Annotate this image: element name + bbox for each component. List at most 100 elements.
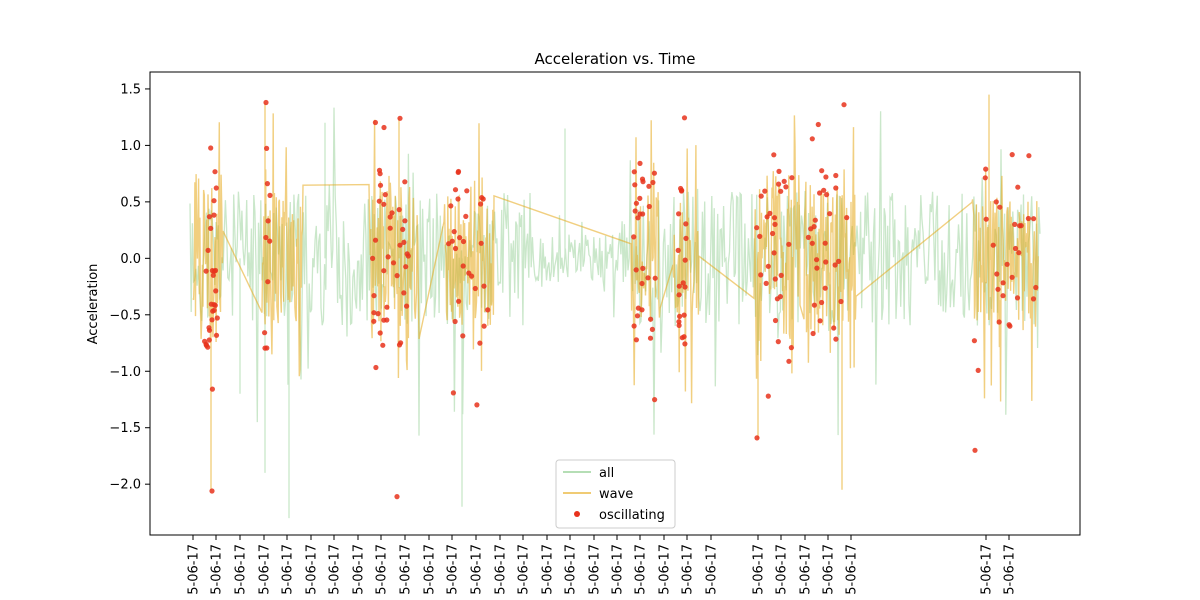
oscillating-point [648,316,654,322]
oscillating-point [478,240,484,246]
oscillating-point [776,181,782,187]
oscillating-point [381,317,387,323]
oscillating-point [384,304,390,310]
oscillating-point [478,201,484,207]
oscillating-point [682,341,688,347]
oscillating-point [678,185,684,192]
oscillating-point [208,225,214,231]
x-tick-label: 5-06-17 [258,544,273,595]
plot-frame [149,71,1081,536]
oscillating-point [841,102,847,108]
oscillating-point [397,242,403,248]
x-tick-label: 5-06-17 [845,544,860,595]
oscillating-point [464,188,470,194]
oscillating-point [463,213,469,219]
oscillating-point [390,260,397,266]
legend-label-wave: wave [599,487,633,502]
oscillating-point [381,201,387,207]
x-tick-label: 5-06-17 [470,544,485,595]
oscillating-point [652,275,658,281]
oscillating-point [376,198,382,204]
legend-label-oscillating: oscillating [599,508,665,523]
all-line [189,107,1041,519]
oscillating-point [765,393,771,399]
oscillating-point [651,170,658,176]
x-tick-label: 5-06-17 [634,544,649,595]
oscillating-point [267,192,273,198]
oscillating-point [208,145,214,151]
oscillating-point [771,250,777,256]
oscillating-point [1018,223,1024,229]
y-tick-label: −0.5 [109,308,141,323]
y-tick-label: 1.0 [120,139,141,154]
oscillating-point [452,318,458,325]
oscillating-point [1014,295,1021,301]
oscillating-point [681,115,688,121]
oscillating-point [449,238,455,244]
oscillating-point [786,358,792,364]
oscillating-point [819,168,825,174]
oscillating-point [211,268,217,274]
oscillating-point [774,296,781,302]
oscillating-point [211,307,217,313]
oscillating-point [206,337,212,343]
oscillating-point [371,318,377,324]
oscillating-point [649,326,656,332]
oscillating-point [994,271,1000,277]
oscillating-point [632,208,638,214]
oscillating-point [633,200,640,206]
oscillating-point [446,241,452,247]
oscillating-point [394,273,400,279]
oscillating-point [757,233,763,239]
oscillating-point [810,330,816,337]
y-tick-label: −1.0 [109,365,141,380]
oscillating-point [633,267,639,273]
oscillating-point [844,215,850,221]
oscillating-point [767,210,773,216]
oscillating-point [1031,216,1037,222]
y-axis: 1.5 1.0 0.5 0.0 −0.5 −1.0 −1.5 −2.0 [109,82,150,493]
oscillating-point [832,262,838,268]
oscillating-point [456,298,462,304]
oscillating-point [401,239,407,245]
x-tick-label: 5-06-17 [705,544,720,595]
oscillating-point [788,345,795,351]
legend-swatch-oscillating [574,511,580,517]
oscillating-point [996,319,1002,325]
oscillating-point [1030,296,1037,302]
oscillating-point [754,435,760,441]
y-tick-label: 1.5 [120,82,141,97]
oscillating-point [821,187,827,193]
oscillating-point [990,242,996,248]
oscillating-point [817,318,823,324]
oscillating-point [402,218,408,224]
oscillating-point [645,275,651,281]
oscillating-point [772,221,778,227]
x-tick-label: 5-06-17 [281,544,296,595]
oscillating-point [262,345,268,351]
oscillating-point [1033,284,1039,291]
oscillating-point [265,279,271,285]
oscillating-point [631,323,637,329]
oscillating-point [993,199,999,205]
oscillating-point [676,283,682,289]
oscillating-point [819,299,825,306]
oscillating-point [982,175,988,181]
x-tick-label: 5-06-17 [588,544,603,595]
oscillating-point [385,254,391,260]
oscillating-point [1009,152,1015,158]
x-tick-label: 5-06-17 [1003,544,1018,595]
oscillating-point [211,212,217,218]
oscillating-point [776,168,782,174]
oscillating-point [460,263,466,269]
oscillating-point [211,302,217,308]
x-tick-label: 5-06-17 [658,544,673,595]
oscillating-point [210,272,216,278]
oscillating-point [451,229,457,235]
x-tick-label: 5-06-17 [775,544,790,595]
oscillating-point [639,280,645,287]
oscillating-point [401,290,407,296]
oscillating-point [679,335,685,341]
oscillating-point [376,167,383,173]
oscillating-point [811,302,818,308]
